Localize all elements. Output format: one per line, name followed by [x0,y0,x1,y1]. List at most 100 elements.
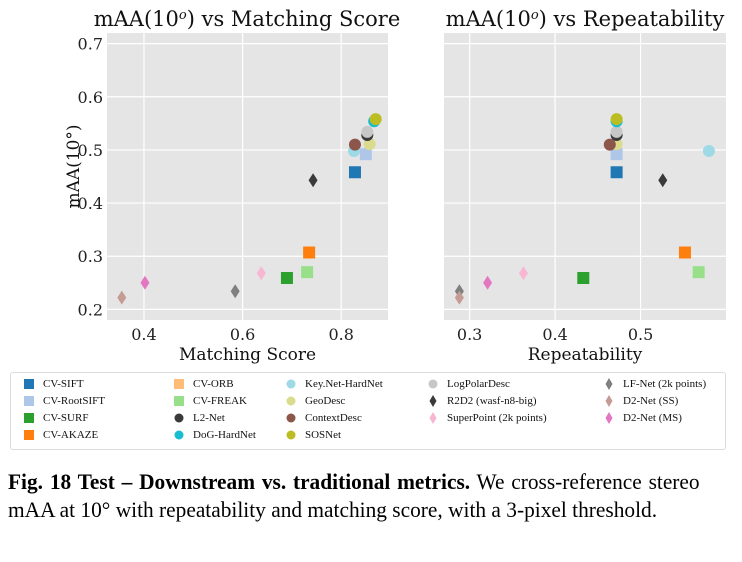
data-point-cv-rootsift [610,148,623,161]
legend-label: R2D2 (wasf-n8-big) [447,395,537,407]
legend-item: R2D2 (wasf-n8-big) [425,393,537,409]
figure-charts: 0.2 0.3 0.4 0.5 0.6 0.7 0.4 0.6 0.8 Matching Scor… [64,7,726,365]
legend-square [24,379,34,389]
legend-item: CV-RootSIFT [21,393,105,409]
data-point-sosnet [610,113,623,126]
data-point-cv-akaze [303,246,316,259]
legend-square [174,379,184,389]
legend-item: CV-FREAK [171,393,247,409]
legend-label: CV-AKAZE [43,429,99,441]
legend-item: GeoDesc [283,393,345,409]
legend-label: SOSNet [305,429,342,441]
circle-marker-icon [286,413,296,423]
circle-marker-icon [174,413,184,423]
x-tick-label: 0.4 [542,325,567,344]
diamond-marker-icon [429,412,437,424]
legend-square [24,396,34,406]
legend-item: SOSNet [283,427,341,443]
y-axis-label: mAA(10°) [64,124,84,208]
diamond-marker-icon [429,395,437,407]
data-point-cv-surf [280,272,293,285]
legend-item: LF-Net (2k points) [601,376,706,392]
data-point-cv-sift [348,166,361,179]
data-point-d2-net-ss [454,290,464,305]
legend: CV-SIFT CV-RootSIFT CV-SURF CV-AKAZE CV-ORB C… [10,372,726,450]
legend-diamond [429,395,437,407]
legend-item: SuperPoint (2k points) [425,410,547,426]
data-point-d2-net-ms [483,275,493,290]
data-point-r2d2-wasf-n8-big [308,173,318,188]
legend-item: DoG-HardNet [171,427,256,443]
circle-marker-icon [286,396,296,406]
legend-label: Key.Net-HardNet [305,378,383,390]
diamond-marker-icon [605,378,613,390]
legend-circle [286,379,296,389]
chart-title: mAA(10o) vs Matching Score [94,7,401,31]
legend-diamond [605,412,613,424]
y-tick-label: 0.3 [78,247,103,266]
legend-label: CV-SURF [43,412,89,424]
x-tick-label: 0.3 [457,325,482,344]
legend-label: L2-Net [193,412,225,424]
legend-label: CV-RootSIFT [43,395,105,407]
legend-circle [286,396,296,406]
data-point-key-net-hardnet [702,144,715,157]
plot-area [107,33,388,320]
legend-circle [174,413,184,423]
square-marker-icon [24,413,34,423]
data-point-cv-surf [577,272,590,285]
data-point-sosnet [369,113,382,126]
legend-item: D2-Net (SS) [601,393,678,409]
legend-item: Key.Net-HardNet [283,376,383,392]
caption-bold: Fig. 18 Test – Downstream vs. traditiona… [8,469,471,494]
legend-item: ContextDesc [283,410,362,426]
figure-caption: Fig. 18 Test – Downstream vs. traditiona… [8,468,700,524]
circle-marker-icon [286,430,296,440]
legend-label: CV-FREAK [193,395,247,407]
y-tick-label: 0.2 [78,300,103,319]
circle-marker-icon [174,430,184,440]
legend-item: CV-ORB [171,376,234,392]
data-point-logpolardesc [610,125,623,138]
data-point-contextdesc [603,138,616,151]
data-point-cv-rootsift [359,148,372,161]
y-tick-label: 0.6 [78,88,103,107]
square-marker-icon [174,379,184,389]
x-tick-label: 0.6 [230,325,255,344]
data-point-superpoint-2k-points [256,266,266,281]
legend-square [174,396,184,406]
diamond-marker-icon [605,412,613,424]
legend-label: CV-SIFT [43,378,84,390]
legend-label: LF-Net (2k points) [623,378,707,390]
square-marker-icon [24,379,34,389]
x-tick-label: 0.4 [131,325,156,344]
y-tick-label: 0.7 [78,35,103,54]
data-point-lf-net-2k-points [230,284,240,299]
circle-marker-icon [286,379,296,389]
x-tick-label: 0.5 [628,325,653,344]
x-tick-label: 0.8 [328,325,353,344]
legend-label: D2-Net (MS) [623,412,682,424]
chart-panel-1: 0.2 0.3 0.4 0.5 0.6 0.7 0.4 0.6 0.8 Matching Scor… [64,7,400,365]
legend-diamond [429,412,437,424]
diamond-marker-icon [605,395,613,407]
data-point-d2-net-ss [117,290,127,305]
data-point-cv-freak [301,266,314,279]
legend-square [24,430,34,440]
legend-label: DoG-HardNet [193,429,256,441]
data-point-r2d2-wasf-n8-big [658,173,668,188]
data-point-geodesc [363,138,376,151]
legend-label: D2-Net (SS) [623,395,679,407]
legend-item: D2-Net (MS) [601,410,682,426]
square-marker-icon [24,396,34,406]
legend-diamond [605,378,613,390]
y-tick-label: 0.4 [78,194,103,213]
legend-label: CV-ORB [193,378,234,390]
legend-item: CV-SURF [21,410,88,426]
data-point-superpoint-2k-points [518,266,528,281]
legend-item: CV-AKAZE [21,427,98,443]
x-axis-label: Matching Score [179,345,316,365]
data-point-d2-net-ms [140,275,150,290]
caption-text: We cross-reference stereo mAA at 10° wit… [8,469,700,522]
legend-circle [174,430,184,440]
